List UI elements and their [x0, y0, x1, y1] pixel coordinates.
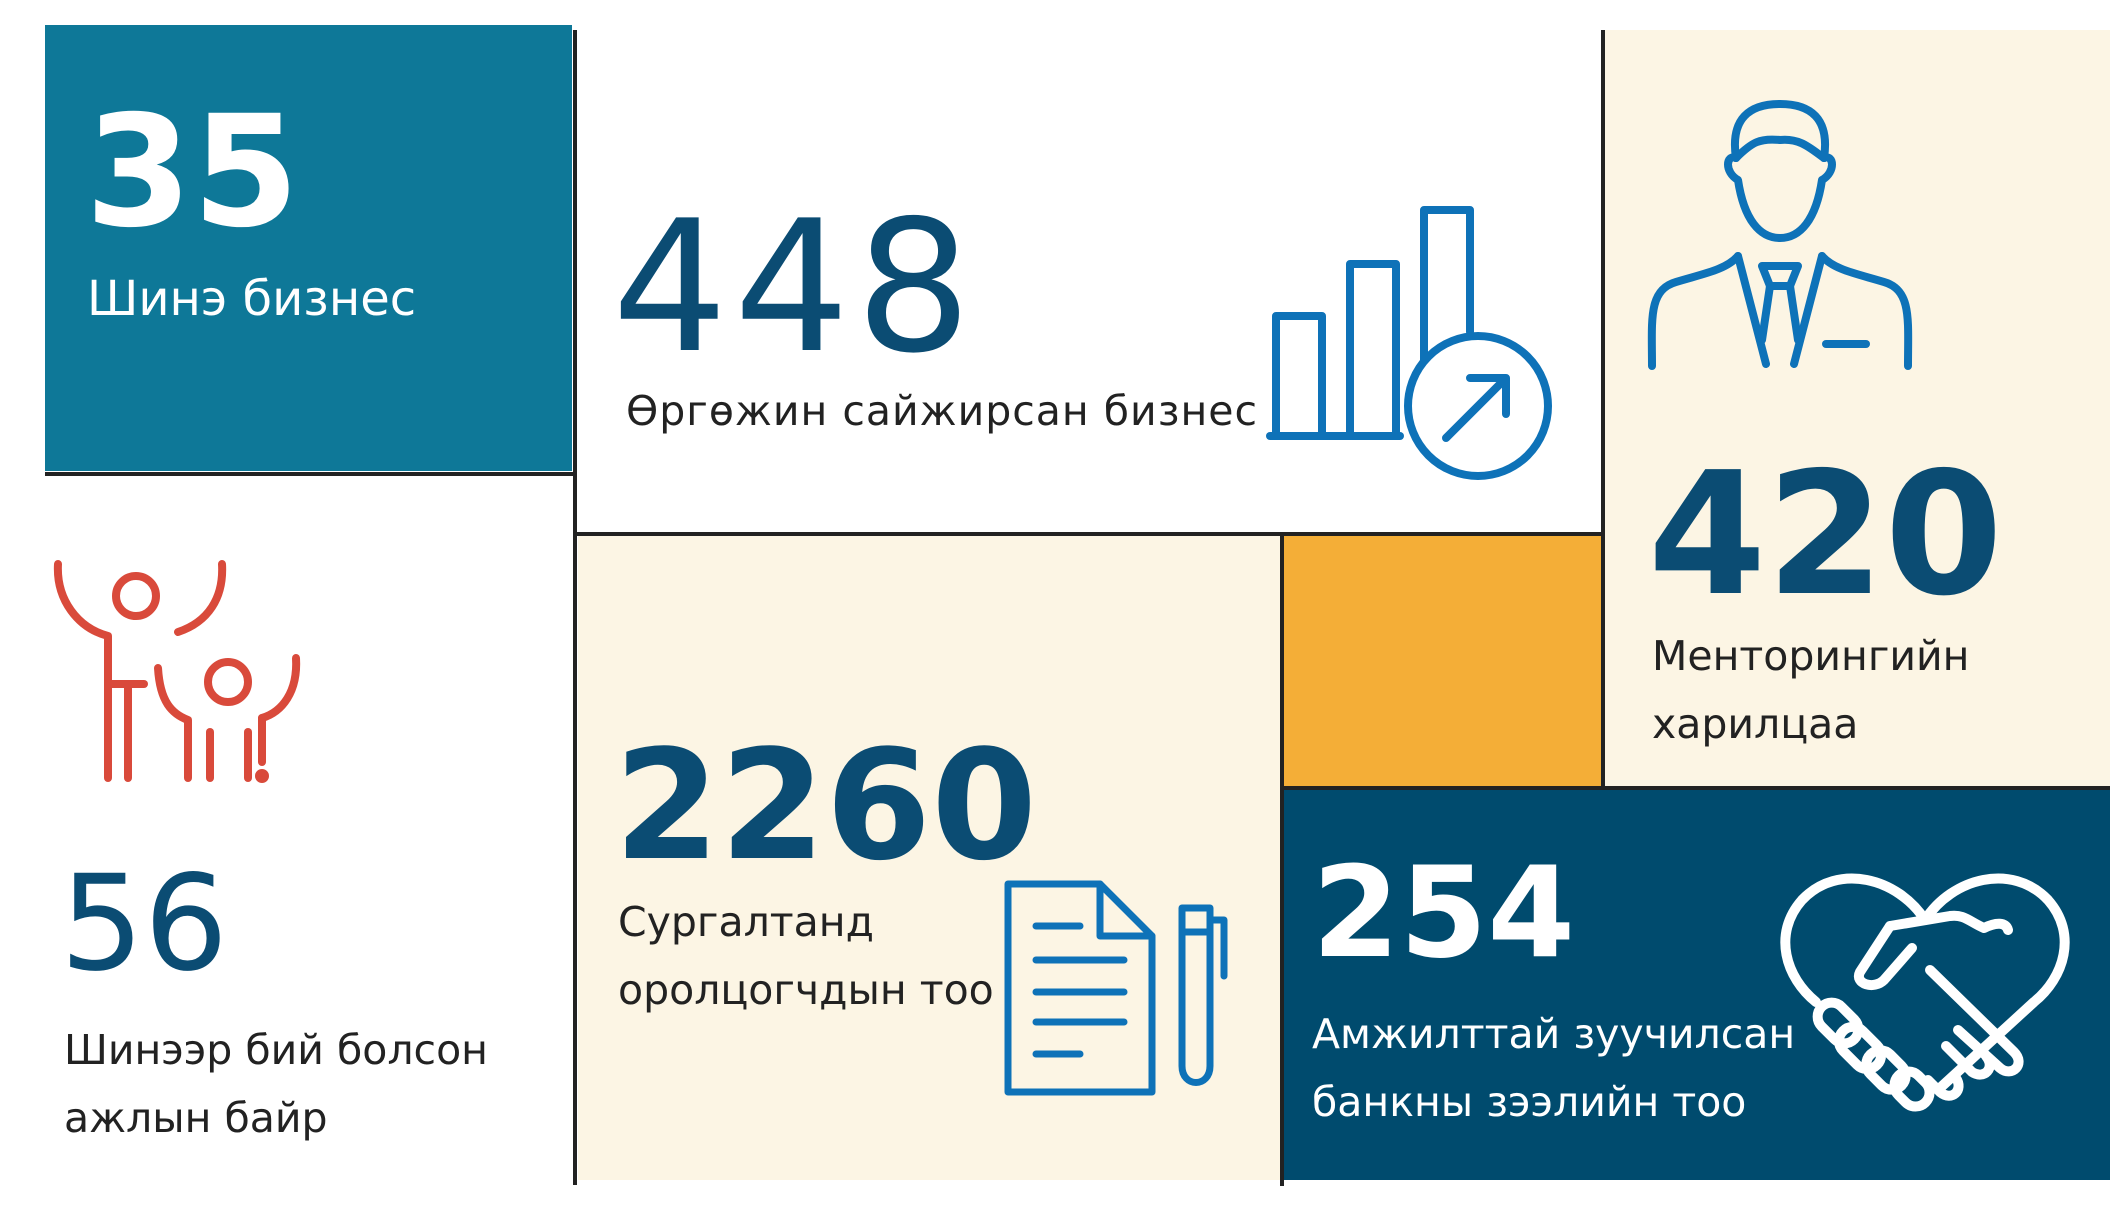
stat-loans-value: 254 — [1312, 839, 1576, 986]
tile-loans — [1284, 790, 2110, 1180]
stat-new-business-value: 35 — [85, 83, 300, 262]
stat-mentoring-label: Менторингийн харилцаа — [1652, 632, 1970, 749]
tile-new-business — [45, 25, 572, 471]
divider — [1284, 786, 2110, 790]
tile-training — [578, 536, 1281, 1180]
businessman-icon — [1640, 98, 1920, 374]
stat-training-value: 2260 — [614, 717, 1038, 894]
stat-new-jobs-value: 56 — [60, 847, 228, 1001]
stat-loans-label: Амжилттай зуучилсан банкны зээлийн тоо — [1312, 1010, 1796, 1127]
stat-new-business-label: Шинэ бизнес — [87, 271, 417, 327]
family-celebrating-icon — [48, 552, 320, 792]
divider — [573, 30, 577, 1185]
document-pen-icon — [1000, 880, 1240, 1100]
stat-new-jobs-label: Шинээр бий болсон ажлын байр — [64, 1026, 488, 1143]
stat-mentoring-value: 420 — [1648, 436, 2003, 634]
stat-training-label: Сургалтанд оролцогчдын тоо — [618, 898, 994, 1015]
divider — [1601, 30, 1605, 787]
bar-chart-arrow-icon — [1260, 200, 1560, 490]
stat-expanded-business-label: Өргөжин сайжирсан бизнес — [626, 387, 1259, 435]
divider — [45, 472, 575, 476]
stat-expanded-business-value: 448 — [612, 181, 978, 393]
tile-accent-orange — [1284, 536, 1603, 787]
divider — [575, 532, 1603, 536]
tile-mentoring — [1603, 30, 2110, 787]
handshake-heart-icon — [1780, 866, 2070, 1130]
divider — [1280, 536, 1284, 1186]
